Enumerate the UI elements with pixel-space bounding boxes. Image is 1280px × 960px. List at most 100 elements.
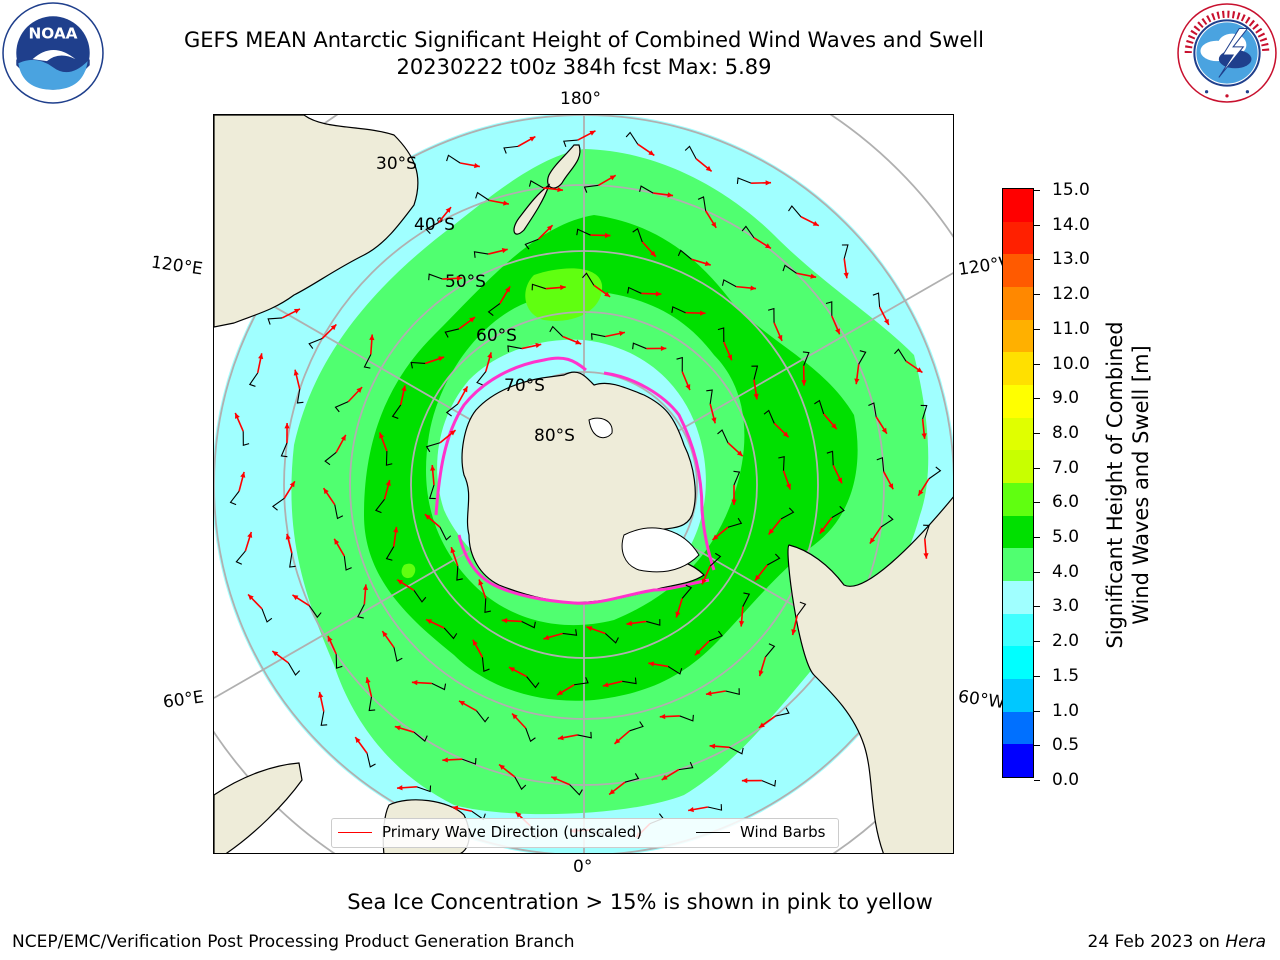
wind-barb (514, 776, 527, 791)
wind-barb (562, 629, 578, 636)
wave-arrowhead (330, 324, 337, 331)
wind-barb (677, 249, 692, 260)
wave-arrowhead (362, 584, 369, 591)
colorbar-segment (1003, 450, 1033, 483)
colorbar-tick (1034, 328, 1040, 330)
colorbar-title-line1: Significant Height of Combined (1103, 321, 1127, 649)
wave-arrowhead (474, 163, 480, 169)
wave-arrowhead (462, 386, 468, 393)
wave-arrowhead (258, 353, 264, 360)
wind-barb (569, 784, 583, 796)
wave-arrowhead (458, 700, 465, 706)
colorbar-tick (1034, 537, 1040, 539)
wave-arrowhead (688, 806, 694, 813)
wave-arrowhead (356, 387, 363, 393)
lon-label-180: 180° (560, 89, 601, 109)
wind-barb (289, 553, 296, 568)
wave-arrowhead (535, 342, 542, 349)
map-panel: 30°S 40°S 50°S 60°S 70°S 80°S (213, 114, 954, 854)
wind-barb (385, 546, 395, 561)
wind-barb (428, 273, 443, 281)
colorbar-tick (1034, 363, 1040, 365)
wave-arrowhead (293, 308, 300, 314)
ice-shelf (588, 417, 700, 573)
wind-barb (667, 665, 683, 675)
wind-barb (742, 592, 751, 607)
wind-barb (782, 264, 797, 274)
wind-barb (629, 721, 644, 732)
wave-arrowhead (782, 431, 789, 438)
wave-arrowhead (753, 393, 759, 400)
wind-barb (894, 348, 907, 362)
wind-barb (456, 566, 463, 581)
wind-barb (577, 731, 592, 739)
wind-barb (825, 301, 833, 316)
wave-arrowhead (452, 805, 459, 811)
wave-arrowhead (758, 722, 765, 728)
wave-arrowhead (529, 136, 536, 142)
wave-arrowhead (472, 639, 478, 646)
wave-arrowhead (705, 165, 712, 172)
colorbar-segment (1003, 188, 1033, 222)
wave-arrowhead (604, 232, 611, 239)
wave-arrowhead (438, 356, 445, 362)
wind-barb (707, 804, 723, 811)
wave-arrowhead (394, 725, 401, 731)
wind-barb (646, 619, 661, 626)
wave-arrowhead (385, 480, 391, 486)
wave-arrowhead (365, 677, 371, 684)
wave-arrowhead (285, 533, 291, 540)
footer-host: Hera (1225, 932, 1266, 952)
wind-barb (280, 442, 288, 458)
wave-arrowhead (604, 291, 611, 297)
colorbar-tick (1034, 294, 1040, 296)
wind-barb (521, 620, 536, 629)
legend-wave-label: Primary Wave Direction (unscaled) (382, 823, 643, 841)
wave-arrowhead (318, 691, 324, 698)
wind-barb (524, 238, 539, 250)
wind-barb (880, 514, 894, 528)
wave-arrowhead (704, 261, 711, 267)
colorbar-tick (1034, 502, 1040, 504)
wave-arrowhead (661, 774, 668, 780)
wind-barb (763, 409, 775, 424)
wind-barb (487, 303, 501, 316)
wave-arrowhead (777, 334, 783, 341)
wind-barb (343, 556, 352, 571)
wave-arrowhead (812, 220, 819, 226)
colorbar-tick-label: 6.0 (1052, 492, 1080, 513)
colorbar-segment (1003, 482, 1033, 516)
wind-barb (525, 727, 536, 743)
wave-arrowhead (456, 275, 463, 281)
new-zealand-south (513, 183, 551, 235)
wind-barb (235, 550, 246, 565)
colorbar-title: Significant Height of Combined Wind Wave… (1102, 285, 1154, 685)
lon-label-60w: 60°W (956, 686, 1007, 714)
colorbar-tick (1034, 745, 1040, 747)
wave-arrowhead (411, 679, 418, 686)
wave-arrowhead (469, 317, 476, 323)
wave-arrowhead (501, 618, 508, 624)
africa (214, 762, 303, 853)
wind-barb (366, 753, 376, 768)
wind-barb (639, 185, 654, 194)
wave-arrowhead (240, 471, 246, 478)
colorbar-tick (1034, 780, 1040, 781)
wind-barb (445, 403, 459, 417)
colorbar-tick (1034, 641, 1040, 643)
wave-patch-5m-a (525, 268, 603, 321)
colorbar-tick (1034, 224, 1040, 226)
land (214, 115, 953, 853)
colorbar-segment (1003, 352, 1033, 385)
colorbar (1002, 188, 1034, 778)
map-legend: Primary Wave Direction (unscaled) Wind B… (331, 818, 839, 848)
colorbar-tick-label: 0.5 (1052, 735, 1080, 756)
wave-arrowhead (508, 667, 515, 673)
wind-barb (708, 630, 723, 642)
wave-arrowhead (705, 690, 712, 696)
wave-arrowhead (837, 477, 842, 484)
lat-label-60s: 60°S (476, 326, 517, 346)
wind-barb (503, 145, 519, 154)
wave-arrowhead (609, 789, 616, 795)
colorbar-tick (1034, 398, 1040, 400)
